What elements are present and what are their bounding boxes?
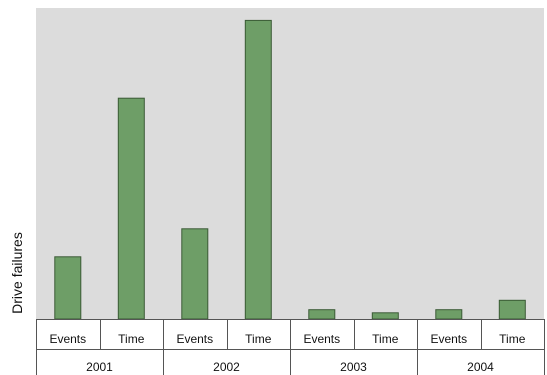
tick-label-time: Time: [118, 332, 145, 346]
tick-label-time: Time: [372, 332, 399, 346]
plot-background: [36, 8, 544, 319]
x-axis: [36, 319, 545, 375]
bars-group: [54, 19, 526, 320]
tick-labels-group: Events Time Events Time Events Time Events Time…: [49, 332, 525, 374]
group-label-2001: 2001: [86, 360, 113, 374]
bar-2001-time: [117, 97, 145, 320]
bar-2004-events: [435, 309, 463, 320]
tick-label-events: Events: [430, 332, 467, 346]
group-label-2004: 2004: [467, 360, 494, 374]
tick-label-events: Events: [176, 332, 213, 346]
group-label-2002: 2002: [213, 360, 240, 374]
tick-label-events: Events: [49, 332, 86, 346]
tick-label-time: Time: [499, 332, 526, 346]
tick-label-events: Events: [303, 332, 340, 346]
tick-label-time: Time: [245, 332, 272, 346]
bar-2004-time: [498, 299, 526, 320]
bar-2001-events: [54, 256, 82, 320]
bar-2002-events: [181, 228, 209, 320]
group-label-2003: 2003: [340, 360, 367, 374]
bar-2003-events: [308, 309, 336, 320]
bar-2003-time: [371, 312, 399, 320]
y-axis-title: Drive failures: [9, 232, 25, 314]
bar-2002-time: [244, 19, 272, 320]
